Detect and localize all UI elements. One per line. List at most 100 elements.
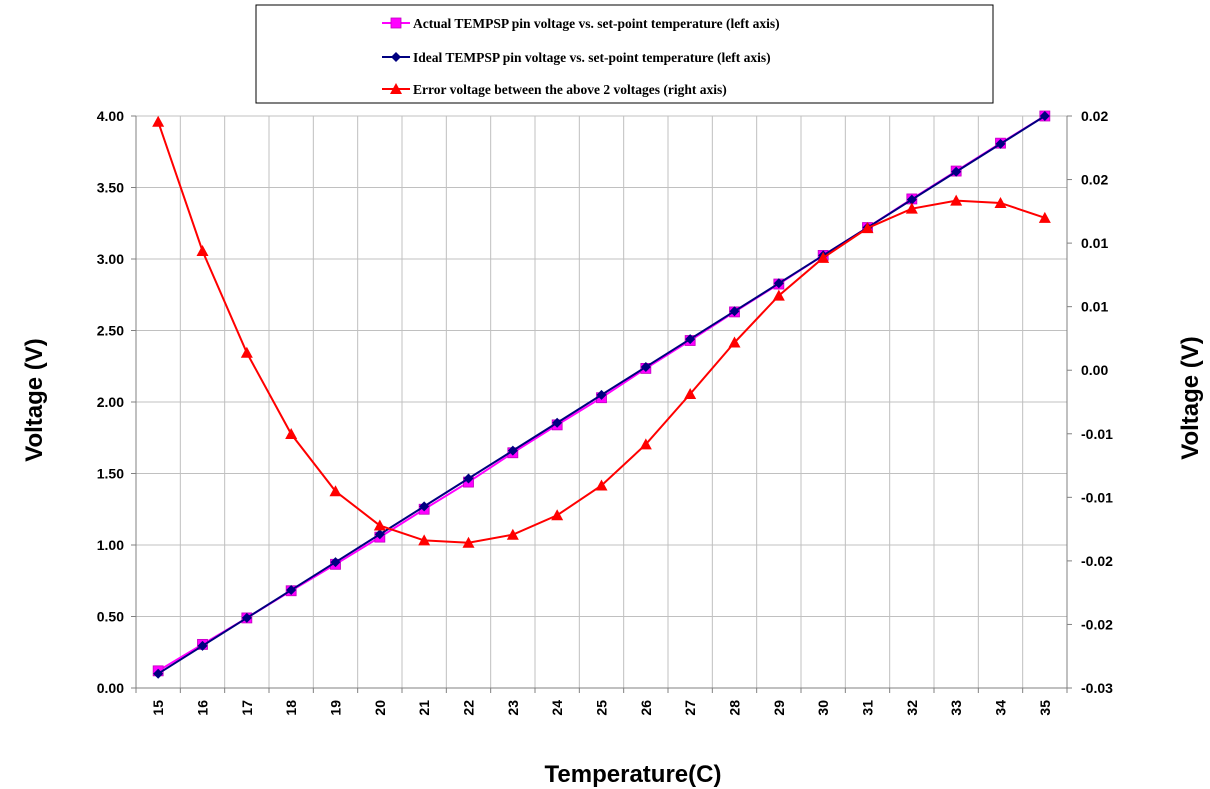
- x-tick-label: 31: [860, 700, 876, 716]
- data-point-diamond: [640, 361, 651, 372]
- data-point-diamond: [419, 501, 430, 512]
- data-point-triangle: [285, 428, 298, 440]
- data-point-diamond: [286, 585, 297, 596]
- data-point-diamond: [596, 389, 607, 400]
- right-tick-label: 0.00: [1081, 362, 1108, 378]
- x-tick-label: 35: [1037, 700, 1053, 716]
- series-3: [152, 115, 1051, 548]
- right-tick-label: -0.01: [1081, 489, 1113, 505]
- data-point-diamond: [729, 306, 740, 317]
- data-point-diamond: [463, 473, 474, 484]
- left-tick-label: 0.50: [97, 609, 124, 625]
- data-point-diamond: [773, 278, 784, 289]
- data-point-diamond: [241, 612, 252, 623]
- data-point-diamond: [507, 445, 518, 456]
- data-point-triangle: [950, 194, 963, 206]
- data-point-diamond: [1039, 111, 1050, 121]
- data-point-triangle: [390, 83, 402, 94]
- data-point-diamond: [374, 529, 385, 540]
- x-tick-label: 20: [372, 700, 388, 716]
- x-tick-label: 28: [727, 700, 743, 716]
- data-point-square: [390, 17, 402, 29]
- right-tick-label: -0.02: [1081, 616, 1113, 632]
- data-point-diamond: [685, 334, 696, 345]
- data-point-triangle: [329, 485, 342, 497]
- data-point-triangle: [728, 336, 741, 348]
- x-tick-label: 32: [904, 700, 920, 716]
- legend-label: Ideal TEMPSP pin voltage vs. set-point t…: [413, 50, 771, 65]
- x-tick-label: 24: [549, 700, 565, 716]
- x-axis-title: Temperature(C): [545, 761, 722, 788]
- right-tick-label: 0.01: [1081, 235, 1108, 251]
- right-y-axis-title: Voltage (V): [1177, 336, 1204, 460]
- left-y-axis: 0.00 0.50 1.00 1.50 2.00 2.50 3.00 3.50 4.00: [97, 108, 136, 696]
- data-point-triangle: [462, 536, 475, 548]
- right-tick-label: 0.02: [1081, 108, 1108, 124]
- left-tick-label: 0.00: [97, 680, 124, 696]
- data-point-triangle: [684, 387, 697, 399]
- data-point-triangle: [418, 534, 431, 546]
- data-point-triangle: [639, 438, 652, 450]
- data-point-triangle: [994, 196, 1007, 208]
- data-point-diamond: [197, 640, 208, 651]
- data-point-diamond: [330, 557, 341, 568]
- data-point-triangle: [595, 479, 608, 491]
- legend-label: Error voltage between the above 2 voltag…: [413, 82, 727, 97]
- right-tick-label: -0.02: [1081, 553, 1113, 569]
- x-tick-label: 33: [948, 700, 964, 716]
- x-tick-label: 23: [505, 700, 521, 716]
- data-point-triangle: [506, 528, 519, 540]
- data-point-triangle: [152, 115, 165, 127]
- data-point-diamond: [906, 194, 917, 205]
- data-point-diamond: [951, 166, 962, 177]
- right-tick-label: -0.03: [1081, 680, 1113, 696]
- data-point-triangle: [1038, 211, 1051, 223]
- left-tick-label: 2.50: [97, 323, 124, 339]
- x-tick-label: 22: [461, 700, 477, 716]
- data-point-triangle: [772, 289, 785, 301]
- right-tick-label: 0.01: [1081, 299, 1108, 315]
- x-tick-label: 15: [150, 700, 166, 716]
- data-point-diamond: [995, 138, 1006, 149]
- x-tick-label: 30: [815, 700, 831, 716]
- data-point-triangle: [373, 519, 386, 531]
- legend-item-2: Ideal TEMPSP pin voltage vs. set-point t…: [382, 50, 771, 65]
- x-tick-label: 26: [638, 700, 654, 716]
- legend: Actual TEMPSP pin voltage vs. set-point …: [255, 4, 994, 104]
- x-tick-label: 34: [993, 700, 1009, 716]
- legend-item-1: Actual TEMPSP pin voltage vs. set-point …: [382, 16, 780, 31]
- data-point-triangle: [817, 251, 830, 263]
- left-tick-label: 1.50: [97, 466, 124, 482]
- legend-label: Actual TEMPSP pin voltage vs. set-point …: [413, 16, 780, 31]
- legend-box: [255, 4, 994, 104]
- x-tick-label: 19: [328, 700, 344, 716]
- x-tick-label: 29: [771, 700, 787, 716]
- right-y-axis: -0.03 -0.02 -0.02 -0.01 -0.01 0.00 0.01 0.01 0.0…: [1067, 108, 1113, 696]
- data-point-triangle: [240, 346, 253, 358]
- x-axis: 15 16 17 18 19 20 21 22 23 24 25 26 27 28 29 30 31 32 33 34…: [135, 688, 1068, 716]
- right-tick-label: -0.01: [1081, 426, 1113, 442]
- series-layer: [152, 110, 1051, 679]
- x-tick-label: 21: [416, 700, 432, 716]
- legend-item-3: Error voltage between the above 2 voltag…: [382, 82, 727, 97]
- data-point-triangle: [861, 222, 874, 234]
- left-tick-label: 1.00: [97, 537, 124, 553]
- data-point-diamond: [552, 417, 563, 428]
- left-tick-label: 3.50: [97, 180, 124, 196]
- left-tick-label: 4.00: [97, 108, 124, 124]
- x-tick-label: 16: [195, 700, 211, 716]
- data-point-diamond: [391, 52, 401, 62]
- left-y-axis-title: Voltage (V): [21, 338, 48, 462]
- x-tick-label: 25: [594, 700, 610, 716]
- left-tick-label: 2.00: [97, 394, 124, 410]
- data-point-diamond: [153, 668, 164, 679]
- right-tick-label: 0.02: [1081, 172, 1108, 188]
- data-point-triangle: [905, 202, 918, 214]
- x-tick-label: 18: [283, 700, 299, 716]
- data-point-triangle: [551, 509, 564, 521]
- data-point-triangle: [196, 244, 209, 256]
- x-tick-label: 17: [239, 700, 255, 716]
- left-tick-label: 3.00: [97, 251, 124, 267]
- x-tick-label: 27: [682, 700, 698, 716]
